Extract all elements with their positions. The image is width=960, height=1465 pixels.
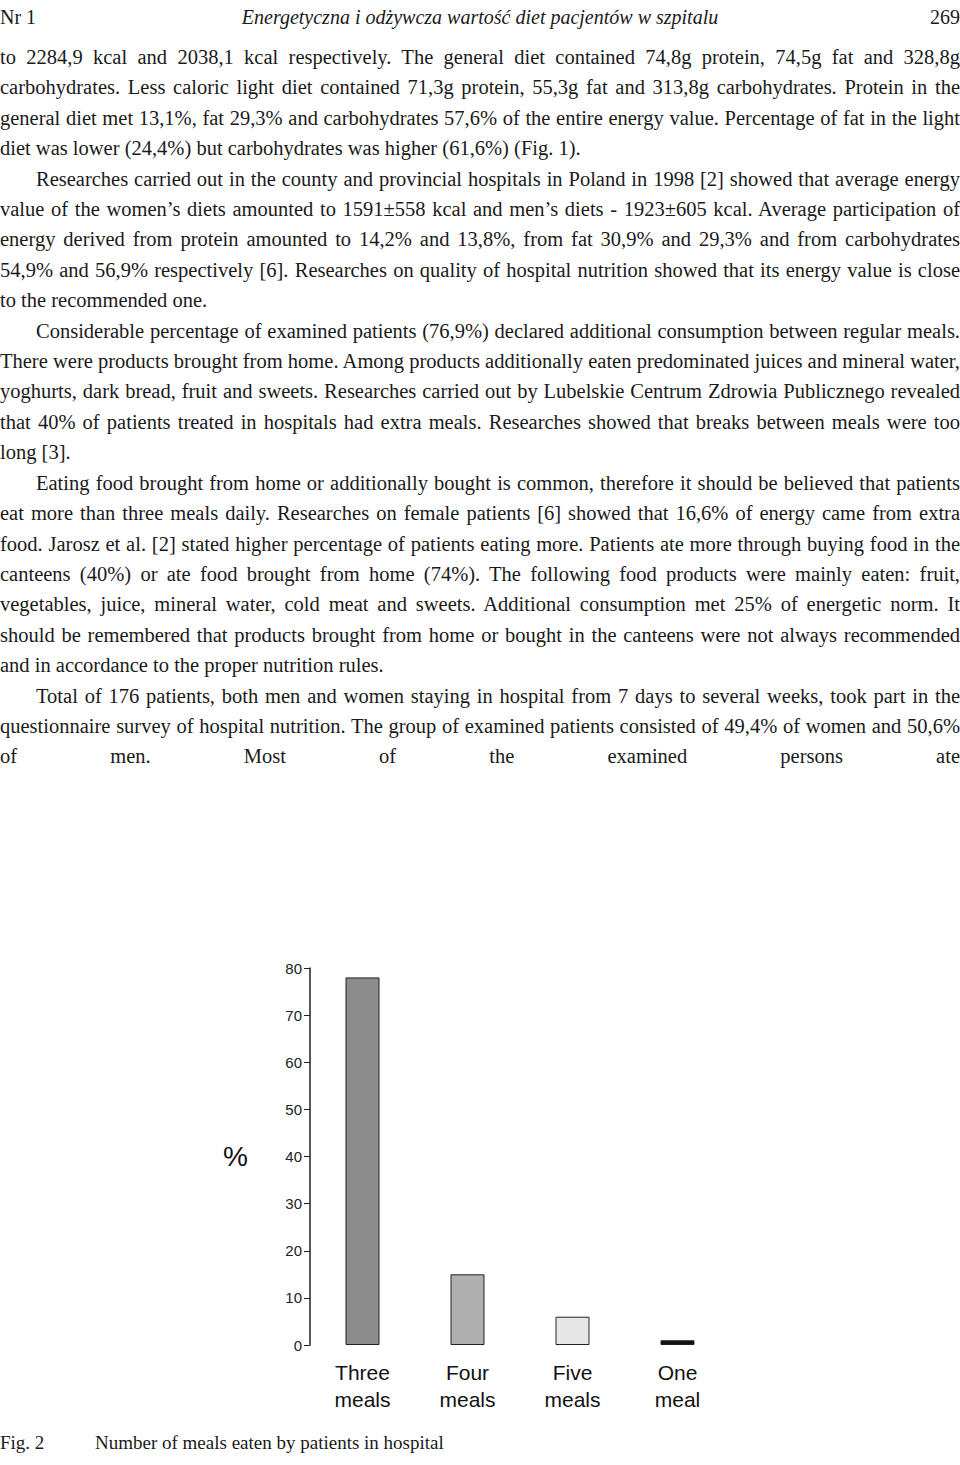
svg-text:60: 60 bbox=[285, 1054, 302, 1071]
svg-text:30: 30 bbox=[285, 1195, 302, 1212]
html-text:Eating food brought from home: Eating food brought from home or additio… bbox=[0, 471, 960, 677]
svg-text:20: 20 bbox=[285, 1242, 302, 1259]
html-text:Total of 176 patients, both me: Total of 176 patients, both men and wome… bbox=[0, 684, 960, 768]
html-text:Nr 1: Nr 1 bbox=[0, 6, 37, 28]
svg-text:10: 10 bbox=[285, 1289, 302, 1306]
svg-text:50: 50 bbox=[285, 1101, 302, 1118]
svg-text:%: % bbox=[223, 1141, 248, 1172]
svg-text:Three: Three bbox=[335, 1361, 390, 1384]
svg-text:0: 0 bbox=[294, 1337, 302, 1354]
svg-text:meals: meals bbox=[544, 1388, 600, 1411]
svg-text:meal: meal bbox=[655, 1388, 701, 1411]
svg-text:Five: Five bbox=[553, 1361, 593, 1384]
html-text:Researches carried out in the: Researches carried out in the county and… bbox=[0, 167, 960, 312]
svg-text:meals: meals bbox=[334, 1388, 390, 1411]
svg-text:70: 70 bbox=[285, 1007, 302, 1024]
svg-text:80: 80 bbox=[285, 960, 302, 977]
html-text:269: 269 bbox=[930, 6, 960, 28]
svg-text:meals: meals bbox=[439, 1388, 495, 1411]
html-text:Number of meals eaten by patie: Number of meals eaten by patients in hos… bbox=[95, 1432, 444, 1453]
html-text:Fig. 2: Fig. 2 bbox=[0, 1432, 45, 1453]
html-text:to 2284,9 kcal and 2038,1 kcal: to 2284,9 kcal and 2038,1 kcal respectiv… bbox=[0, 46, 960, 160]
html-text:Energetyczna i odżywcza wartoś: Energetyczna i odżywcza wartość diet pac… bbox=[241, 6, 719, 28]
html-text:Considerable percentage of exa: Considerable percentage of examined pati… bbox=[0, 319, 960, 464]
svg-text:Four: Four bbox=[446, 1361, 489, 1384]
svg-text:40: 40 bbox=[285, 1148, 302, 1165]
svg-text:One: One bbox=[658, 1361, 698, 1384]
